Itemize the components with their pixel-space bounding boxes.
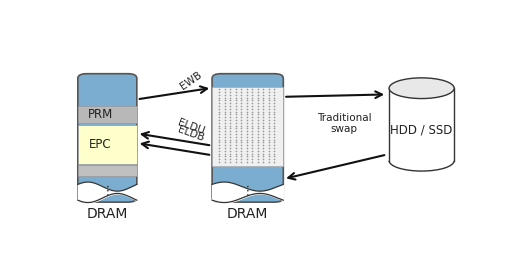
Text: ⋯: ⋯ bbox=[241, 182, 254, 195]
Text: ELDB: ELDB bbox=[176, 125, 206, 143]
Bar bbox=[78, 165, 137, 176]
Bar bbox=[78, 125, 137, 164]
Text: EWB: EWB bbox=[178, 70, 204, 91]
FancyBboxPatch shape bbox=[212, 74, 284, 202]
FancyBboxPatch shape bbox=[78, 74, 137, 202]
Text: Traditional
swap: Traditional swap bbox=[317, 113, 372, 134]
Text: ⋯: ⋯ bbox=[101, 182, 114, 195]
Text: DRAM: DRAM bbox=[227, 207, 268, 221]
Text: HDD / SSD: HDD / SSD bbox=[391, 124, 453, 137]
Bar bbox=[78, 106, 137, 122]
Text: DRAM: DRAM bbox=[87, 207, 128, 221]
Bar bbox=[389, 88, 454, 161]
Text: PRM: PRM bbox=[88, 108, 113, 121]
Ellipse shape bbox=[389, 78, 454, 98]
Text: ELDU: ELDU bbox=[176, 118, 206, 136]
Text: EPC: EPC bbox=[89, 138, 112, 151]
Bar bbox=[212, 87, 284, 165]
